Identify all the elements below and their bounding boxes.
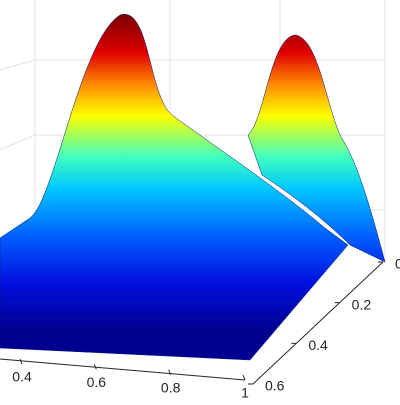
axes: 0.4 0.6 0.8 1 0 0.2 0.4 0.6 xyxy=(0,256,400,401)
y-tick-label: 0.2 xyxy=(352,296,372,312)
x-tick xyxy=(242,374,246,381)
y-tick-label: 0.6 xyxy=(265,378,285,394)
surface-peak xyxy=(247,34,386,263)
x-tick-label: 0.8 xyxy=(161,379,181,395)
x-tick xyxy=(19,358,23,365)
y-axis xyxy=(252,261,384,385)
x-tick-label: 0.4 xyxy=(12,369,32,385)
x-axis xyxy=(0,358,246,381)
y-tick-label: 0 xyxy=(395,256,400,272)
x-tick-label: 1 xyxy=(241,385,249,400)
y-tick-label: 0.4 xyxy=(308,337,328,353)
x-tick xyxy=(168,369,172,375)
x-tick xyxy=(93,364,97,370)
x-tick-label: 0.6 xyxy=(87,374,107,390)
surface xyxy=(0,14,349,361)
